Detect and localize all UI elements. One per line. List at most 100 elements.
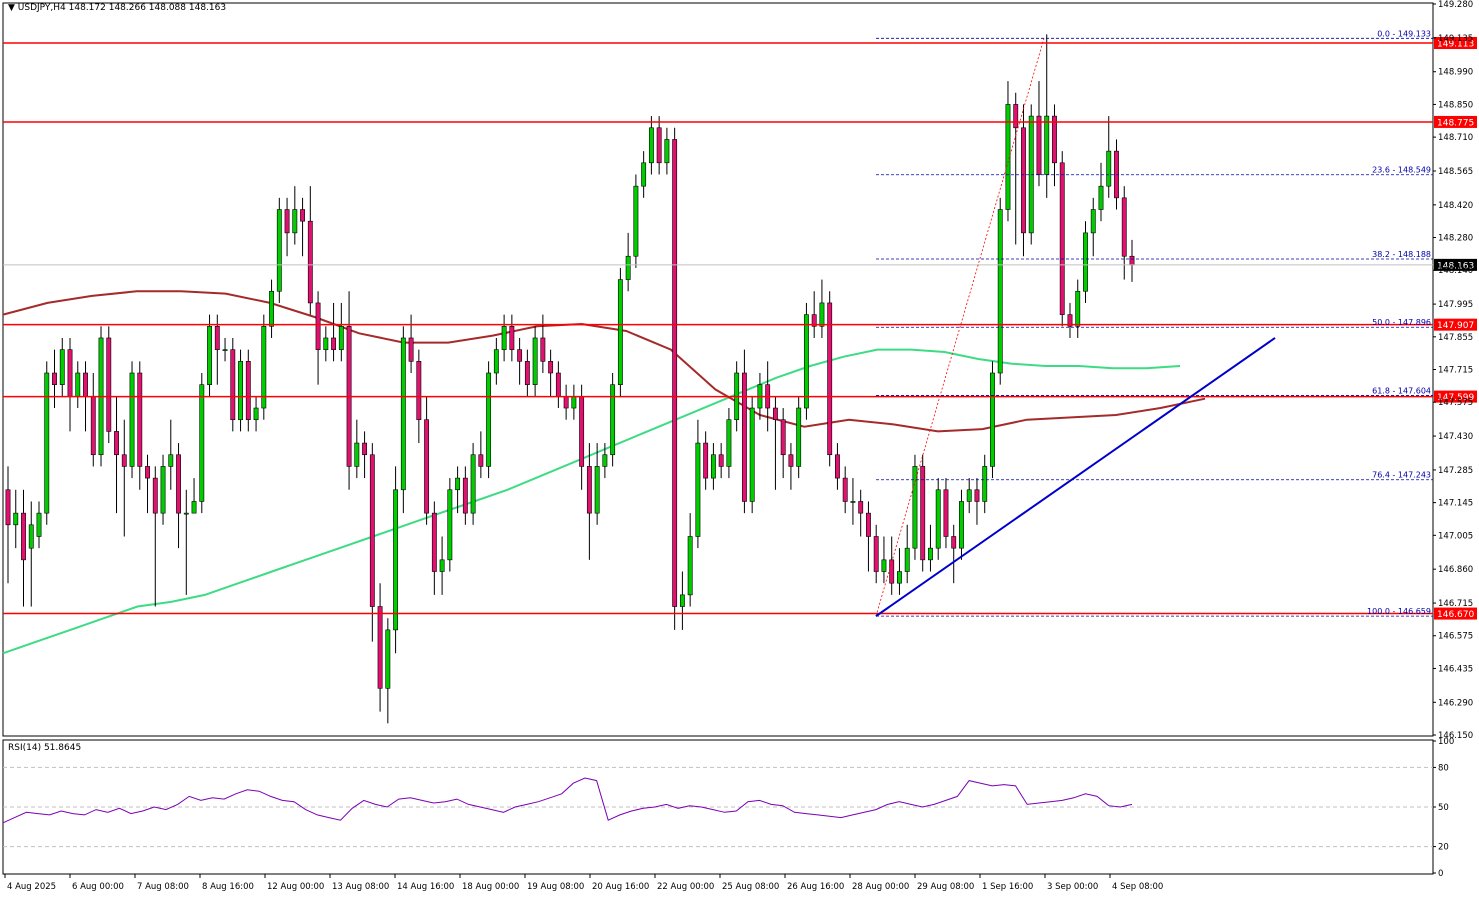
candle-body (928, 547, 933, 561)
candle-body (447, 489, 453, 561)
candle (253, 396, 259, 432)
candle (331, 302, 337, 362)
candle (796, 396, 802, 479)
candle (858, 489, 864, 537)
candle-body (145, 466, 150, 479)
candle (866, 501, 871, 572)
candle (486, 361, 492, 479)
candle (842, 466, 848, 514)
candle (819, 279, 825, 338)
candle (586, 443, 592, 560)
candle (1083, 221, 1088, 303)
candle-body (602, 454, 608, 467)
candle-body (912, 466, 918, 549)
candle-body (1106, 150, 1112, 187)
candle (532, 326, 538, 397)
candle-body (540, 337, 546, 362)
candle-body (269, 290, 274, 327)
candle (1098, 162, 1104, 222)
candle (1021, 104, 1026, 257)
candle (28, 501, 34, 607)
candle (1106, 116, 1112, 198)
price-axis-label: 147.145 (1438, 499, 1473, 509)
candle-body (1036, 115, 1042, 175)
candle-body (276, 209, 282, 292)
candle-body (827, 302, 833, 456)
candle-body (594, 466, 600, 514)
price-axis-label: 147.575 (1438, 398, 1473, 408)
candle-body (1075, 290, 1081, 327)
candle (850, 478, 856, 525)
candle-body (191, 501, 197, 514)
candle (245, 349, 251, 432)
candle (610, 373, 616, 467)
price-level-label: 146.670 (1437, 610, 1474, 620)
candle-body (470, 454, 476, 514)
fibonacci-level-label: 100.0 - 146.659 (1367, 607, 1431, 616)
candle (897, 548, 902, 595)
candle-body (1005, 104, 1011, 210)
candle-body (354, 442, 360, 467)
candle-body (323, 337, 329, 350)
candle-body (501, 325, 507, 350)
rsi-axis-label: 100 (1438, 737, 1454, 747)
candle (183, 489, 189, 595)
candle (21, 489, 26, 607)
fibonacci-level-label: 76.4 - 147.243 (1372, 471, 1431, 480)
time-axis-label: 6 Aug 00:00 (72, 882, 124, 892)
candle-body (106, 337, 112, 432)
candle (385, 618, 391, 724)
candle (710, 443, 716, 490)
price-level-label: 148.775 (1437, 118, 1474, 128)
candle-body (245, 361, 251, 421)
candle (509, 314, 515, 362)
candle-body (974, 489, 980, 502)
candle-body (238, 361, 243, 421)
price-axis-label: 148.710 (1438, 133, 1473, 143)
candle-body (385, 629, 391, 689)
candle-body (431, 512, 437, 572)
candle-body (168, 454, 174, 467)
time-axis-label: 3 Sep 00:00 (1047, 882, 1098, 892)
candle-body (966, 489, 972, 502)
candle (207, 314, 212, 397)
candle (501, 314, 507, 362)
time-axis-label: 13 Aug 08:00 (332, 882, 389, 892)
candle-body (563, 396, 569, 409)
fibonacci-level-label: 0.0 - 149.133 (1377, 29, 1431, 38)
candle-body (749, 407, 755, 502)
time-axis-label: 25 Aug 08:00 (722, 882, 779, 892)
price-level-tag (1434, 37, 1477, 50)
time-axis-label: 26 Aug 16:00 (787, 882, 844, 892)
rsi-header: RSI(14) 51.8645 (8, 743, 82, 753)
candle (718, 443, 724, 479)
candle (904, 524, 910, 584)
candle-body (1067, 314, 1073, 327)
candle (602, 443, 608, 479)
price-axis-label: 147.430 (1438, 432, 1473, 442)
price-axis-label: 147.855 (1438, 333, 1473, 343)
dropdown-triangle-icon[interactable]: ▼ (8, 3, 15, 13)
candle (455, 466, 461, 514)
candle (431, 501, 437, 595)
candle-body (1044, 115, 1050, 175)
candle-body (207, 325, 212, 385)
candle-body (1021, 127, 1026, 234)
price-level-tag (1434, 607, 1477, 620)
price-axis-label: 148.420 (1438, 201, 1473, 211)
candle-body (230, 349, 236, 421)
candle-body (1013, 104, 1019, 129)
price-axis-label: 147.715 (1438, 366, 1473, 376)
candle (928, 524, 933, 572)
candle-body (788, 454, 794, 467)
candle (121, 419, 127, 537)
current-price-label: 148.163 (1437, 261, 1474, 271)
candle (617, 267, 623, 397)
rsi-axis-label: 0 (1438, 869, 1443, 879)
candle-body (5, 489, 11, 526)
rsi-line (2, 777, 1133, 824)
candle-body (796, 407, 802, 467)
price-axis-label: 147.005 (1438, 531, 1473, 541)
